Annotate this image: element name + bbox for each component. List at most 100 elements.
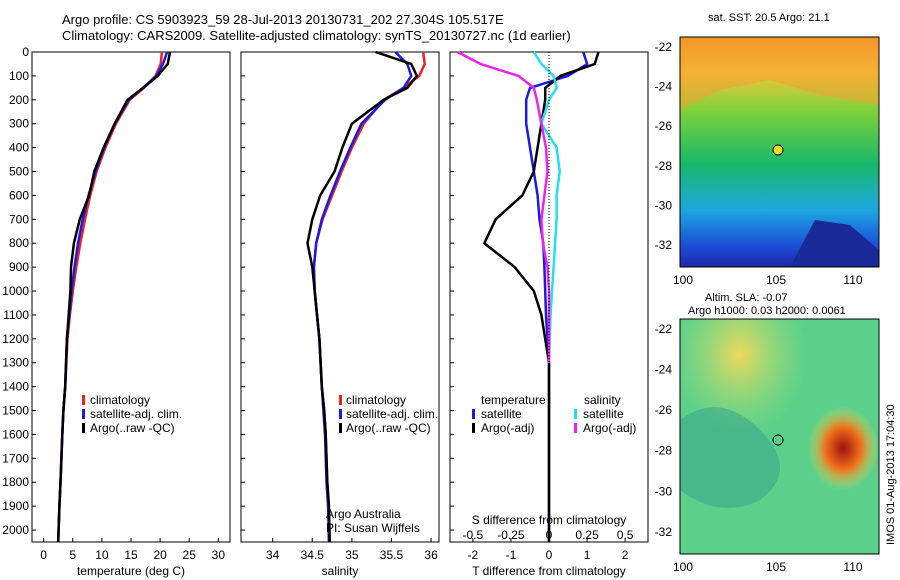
latitude-tick-label: -30	[655, 484, 673, 498]
legend-label: Argo(-adj)	[583, 421, 636, 435]
depth-tick-label: 1300	[2, 356, 29, 370]
s-tick-label: 0.5	[617, 528, 634, 542]
x-tick-label: 34.5	[301, 548, 325, 562]
profile-title: Argo profile: CS 5903923_59 28-Jul-2013 …	[62, 12, 504, 27]
s-difference-axis-label: S difference from climatology	[472, 513, 627, 527]
s-tick-label: 0.25	[575, 528, 599, 542]
legend-title-temperature: temperature	[481, 393, 546, 407]
depth-tick-label: 900	[9, 260, 29, 274]
sst-cold-patch	[790, 220, 879, 267]
depth-tick-label: 700	[9, 212, 29, 226]
legend-swatch-s-argo	[574, 423, 577, 433]
pi-label: PI: Susan Wijffels	[326, 521, 420, 535]
longitude-tick-label: 100	[673, 273, 693, 287]
latitude-tick-label: -22	[655, 322, 673, 336]
longitude-tick-label: 105	[766, 560, 786, 574]
legend-label: climatology	[346, 393, 406, 407]
depth-tick-label: 2000	[2, 523, 29, 537]
legend-label: Argo(..raw -QC)	[346, 421, 431, 435]
temperature-axis-label: temperature (deg C)	[77, 564, 185, 578]
depth-tick-label: 1700	[2, 451, 29, 465]
legend-label: satellite	[481, 407, 522, 421]
series-line-temperature-satellite	[524, 51, 589, 542]
depth-tick-label: 300	[9, 117, 29, 131]
depth-tick-label: 800	[9, 236, 29, 250]
argo-position-marker	[772, 144, 784, 156]
sla-map	[679, 318, 880, 555]
sst-map-title: sat. SST: 20.5 Argo: 21.1	[708, 12, 830, 24]
climatology-title: Climatology: CARS2009. Satellite-adjuste…	[62, 28, 571, 43]
s-tick-label: -0.25	[497, 528, 525, 542]
legend-label: Argo(..raw -QC)	[90, 421, 175, 435]
x-tick-label: 35.5	[380, 548, 404, 562]
series-line-argo-raw-qc	[306, 50, 419, 543]
latitude-tick-label: -24	[655, 363, 673, 377]
depth-tick-label: 1100	[3, 308, 29, 322]
latitude-tick-label: -32	[655, 525, 673, 539]
latitude-tick-label: -24	[655, 80, 673, 94]
profile-panels	[31, 51, 649, 543]
legend-label: Argo(-adj)	[481, 421, 534, 435]
legend-swatch-t-satellite	[472, 409, 475, 419]
depth-tick-label: 1400	[2, 380, 29, 394]
longitude-tick-label: 105	[766, 273, 786, 287]
legend-swatch-argo	[82, 423, 85, 433]
x-tick-label: 15	[124, 548, 138, 562]
latitude-tick-label: -32	[655, 238, 673, 252]
depth-tick-label: 1200	[2, 332, 29, 346]
depth-tick-label: 1600	[2, 427, 29, 441]
x-tick-label: 5	[69, 548, 76, 562]
temperature-panel	[31, 51, 231, 543]
sla-low-region	[680, 407, 780, 508]
legend-swatch-t-argo	[472, 423, 475, 433]
t-difference-axis-label: T difference from climatology	[472, 564, 626, 578]
sla-map-title: Altim. SLA: -0.07	[705, 292, 788, 304]
latitude-tick-label: -28	[655, 159, 673, 173]
depth-tick-label: 0	[22, 45, 29, 59]
series-line-argo-raw-qc	[56, 51, 172, 543]
sst-map	[679, 36, 880, 268]
depth-tick-label: 1500	[2, 404, 29, 418]
temperature-legend: climatology satellite-adj. clim. Argo(..…	[82, 393, 182, 435]
latitude-tick-label: -26	[655, 119, 673, 133]
legend-label: satellite-adj. clim.	[346, 407, 438, 421]
x-tick-label: -2	[468, 548, 479, 562]
difference-legend: temperature salinity satellite Argo(-adj…	[472, 393, 636, 435]
x-tick-label: 34	[266, 548, 280, 562]
depth-tick-label: 400	[9, 141, 29, 155]
series-line-temperature-argo-adj	[482, 51, 600, 542]
x-tick-label: -1	[506, 548, 517, 562]
legend-swatch-satellite	[82, 409, 85, 419]
salinity-axis-label: salinity	[322, 564, 359, 578]
longitude-tick-label: 110	[843, 560, 862, 574]
depth-tick-label: 1800	[2, 475, 29, 489]
legend-swatch-satellite	[339, 409, 342, 419]
sst-map-frame	[679, 36, 880, 268]
x-tick-label: 2	[622, 548, 629, 562]
source-label: Argo Australia	[326, 507, 401, 521]
x-tick-label: 35	[345, 548, 359, 562]
x-tick-label: 20	[153, 548, 167, 562]
legend-swatch-s-satellite	[574, 409, 577, 419]
sla-map-frame	[679, 318, 880, 555]
longitude-tick-label: 110	[843, 273, 862, 287]
x-tick-label: 30	[212, 548, 226, 562]
sla-map-subtitle: Argo h1000: 0.03 h2000: 0.0061	[688, 305, 846, 317]
x-tick-label: 1	[584, 548, 591, 562]
legend-swatch-climatology	[339, 395, 342, 405]
depth-tick-label: 600	[9, 188, 29, 202]
argo-position-marker	[772, 434, 784, 446]
s-tick-label: -0.5	[463, 528, 484, 542]
legend-title-salinity: salinity	[584, 393, 621, 407]
salinity-panel	[240, 51, 440, 543]
sst-warm-region	[680, 37, 879, 110]
legend-label: climatology	[90, 393, 150, 407]
x-tick-label: 10	[95, 548, 109, 562]
depth-tick-label: 1000	[2, 284, 29, 298]
series-line-salinity-satellite	[532, 51, 561, 363]
depth-tick-label: 500	[9, 165, 29, 179]
latitude-tick-label: -28	[655, 444, 673, 458]
depth-tick-label: 1900	[2, 499, 29, 513]
legend-swatch-argo	[339, 423, 342, 433]
